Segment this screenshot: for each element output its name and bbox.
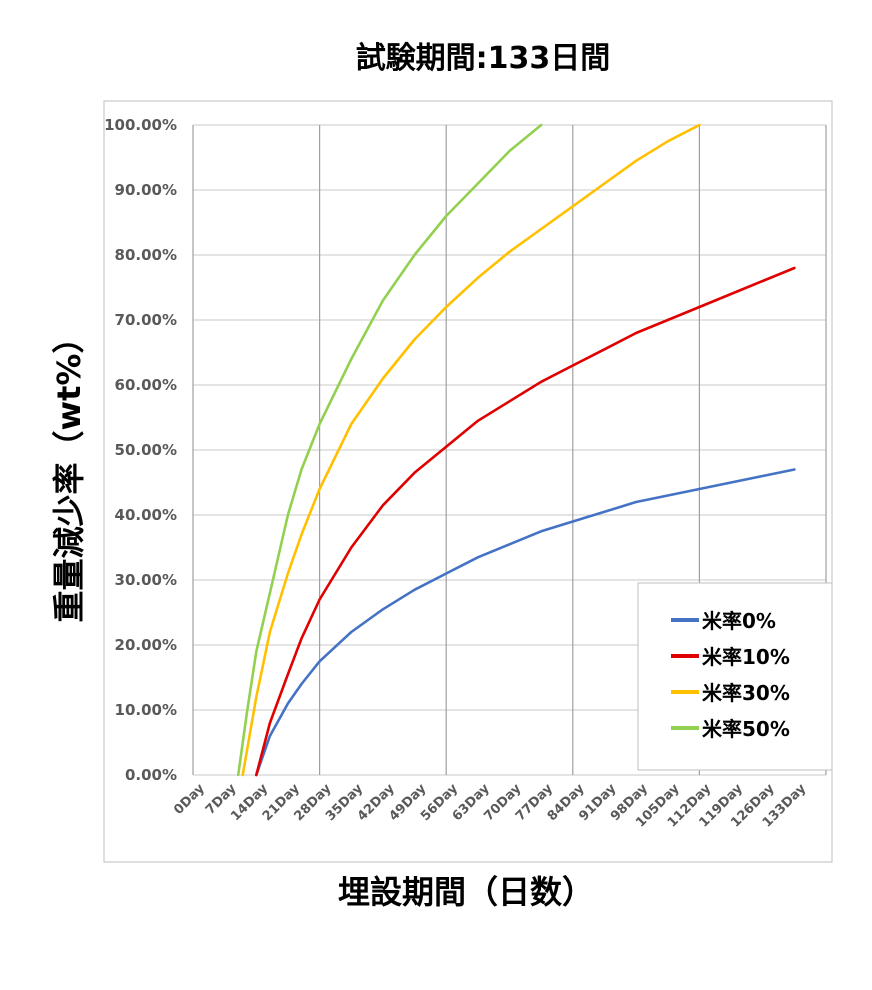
- y-tick-label: 50.00%: [115, 441, 177, 459]
- y-tick-label: 10.00%: [115, 701, 177, 719]
- y-tick-label: 90.00%: [115, 181, 177, 199]
- chart-frame: [103, 100, 833, 863]
- legend-box: [637, 582, 833, 771]
- legend: 米率0% 米率10% 米率30% 米率50%: [637, 582, 833, 771]
- series-lines: [236, 123, 796, 777]
- y-tick-label: 0.00%: [125, 766, 177, 784]
- y-axis-ticks: 0.00% 10.00% 20.00% 30.00% 40.00% 50.00% 60.00…: [104, 116, 177, 784]
- series-line-0: [254, 468, 796, 777]
- y-axis-title: 重量減少率（wt%）: [50, 322, 88, 623]
- y-tick-label: 20.00%: [115, 636, 177, 654]
- x-tick-label: 0Day: [171, 781, 208, 818]
- series-line-1: [254, 266, 796, 777]
- y-tick-label: 100.00%: [104, 116, 177, 134]
- grid: [192, 124, 827, 776]
- legend-label: 米率50%: [702, 717, 790, 741]
- chart-title: 試験期間:133日間: [356, 41, 611, 76]
- y-tick-label: 70.00%: [115, 311, 177, 329]
- y-tick-label: 80.00%: [115, 246, 177, 264]
- y-tick-label: 60.00%: [115, 376, 177, 394]
- y-tick-label: 40.00%: [115, 506, 177, 524]
- legend-label: 米率0%: [702, 609, 776, 633]
- series-line-2: [241, 123, 701, 777]
- y-tick-label: 30.00%: [115, 571, 177, 589]
- legend-label: 米率30%: [702, 681, 790, 705]
- series-line-3: [236, 123, 543, 777]
- x-axis-ticks: 0Day7Day14Day21Day28Day35Day42Day49Day56…: [171, 781, 809, 831]
- legend-label: 米率10%: [702, 645, 790, 669]
- x-axis-title: 埋設期間（日数）: [338, 873, 594, 911]
